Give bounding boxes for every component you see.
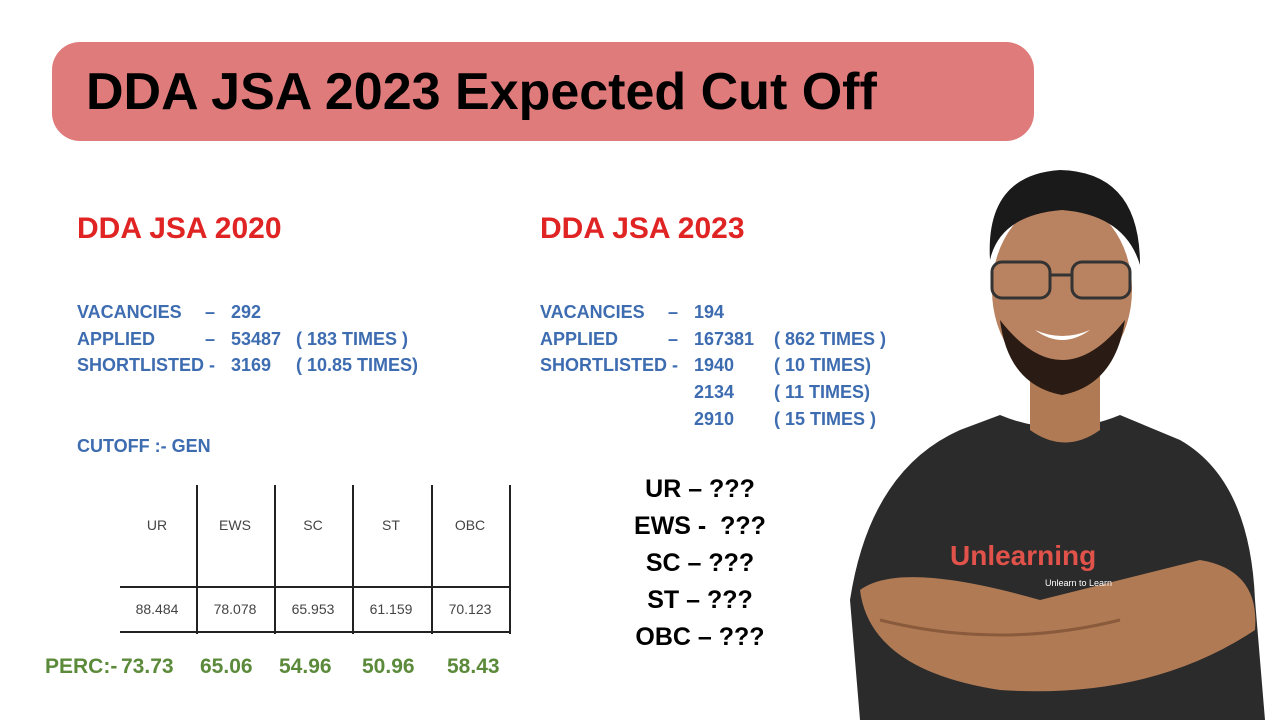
unknown-cutoff: SC – ??? [645, 549, 755, 577]
table-cell: 61.159 [369, 601, 413, 617]
stat-sep: – [668, 302, 679, 322]
perc-label: PERC:- [45, 655, 118, 678]
stat-note: ( 183 TIMES ) [296, 328, 409, 349]
unknown-cutoff: UR – ??? [645, 475, 755, 503]
stat-note: ( 11 TIMES) [774, 382, 871, 403]
perc-value: 50.96 [362, 655, 415, 678]
stat-value: 3169 [231, 355, 272, 376]
stat-label: SHORTLISTED - [77, 355, 215, 376]
table-header: ST [382, 517, 400, 533]
perc-value: 73.73 [121, 655, 174, 678]
stat-value: 2134 [694, 382, 735, 403]
table-header: OBC [454, 517, 486, 533]
table-cell: 70.123 [448, 601, 492, 617]
table-lines [120, 485, 511, 634]
stat-sep: – [205, 328, 216, 349]
stat-value: 2910 [694, 408, 735, 429]
unknown-cutoff: EWS - ??? [634, 512, 766, 540]
stat-sep: – [668, 328, 679, 349]
stat-label: SHORTLISTED - [540, 355, 678, 376]
shirt-logo: Unlearning [950, 540, 1097, 571]
shirt-tagline: Unlearn to Learn [1045, 578, 1113, 588]
stat-note: ( 10 TIMES) [774, 355, 872, 376]
stat-value: 292 [231, 302, 262, 322]
stat-label: VACANCIES [77, 302, 182, 322]
presenter [850, 170, 1265, 720]
stat-note: ( 15 TIMES ) [774, 408, 877, 429]
stat-label: APPLIED [540, 328, 619, 349]
unknown-cutoff: OBC – ??? [635, 623, 765, 651]
stat-value: 53487 [231, 328, 282, 349]
perc-value: 54.96 [279, 655, 332, 678]
table-header: EWS [219, 517, 251, 533]
stat-value: 167381 [694, 328, 755, 349]
stat-label: VACANCIES [540, 302, 645, 322]
unknown-cutoff: ST – ??? [647, 586, 753, 614]
table-cell: 65.953 [291, 601, 335, 617]
perc-value: 58.43 [447, 655, 500, 678]
stat-value: 194 [694, 302, 725, 322]
stat-value: 1940 [694, 355, 735, 376]
stat-note: ( 10.85 TIMES) [296, 355, 419, 376]
title: DDA JSA 2023 Expected Cut Off [86, 63, 877, 121]
stat-sep: – [205, 302, 216, 322]
heading: DDA JSA 2020 [77, 212, 282, 245]
table-header: UR [146, 517, 168, 533]
stat-label: APPLIED [77, 328, 156, 349]
table-cell: 88.484 [135, 601, 179, 617]
title-banner [52, 42, 1034, 141]
perc-value: 65.06 [200, 655, 253, 678]
stat-note: ( 862 TIMES ) [774, 328, 887, 349]
heading: DDA JSA 2023 [540, 212, 745, 245]
table-cell: 78.078 [213, 601, 257, 617]
cutoff-label: CUTOFF :- GEN [77, 436, 211, 456]
table-header: SC [303, 517, 323, 533]
